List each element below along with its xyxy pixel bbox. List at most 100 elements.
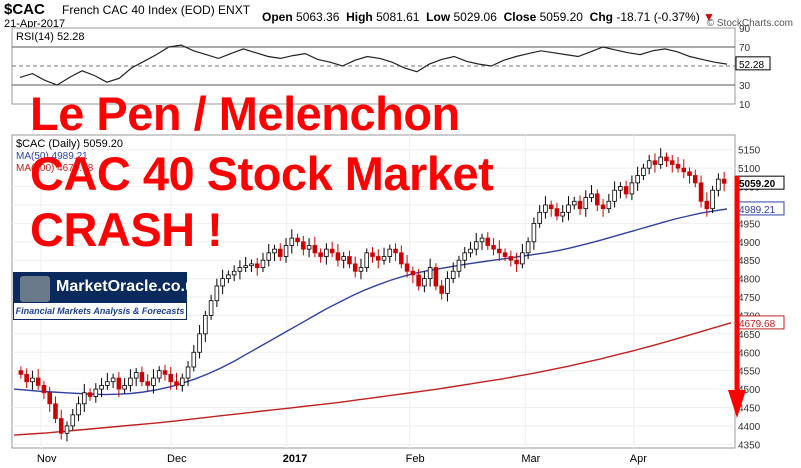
candle-body (231, 270, 237, 276)
candle-body (64, 425, 70, 434)
candle-body (329, 248, 335, 254)
candle-body (416, 274, 421, 287)
price-tick-label: 4450 (738, 403, 761, 414)
rsi-value-tag (735, 56, 771, 71)
candle-body (669, 160, 675, 165)
candle-body (122, 384, 127, 390)
candle-body (629, 182, 635, 195)
candle-body (277, 248, 283, 257)
candle-body (399, 252, 404, 265)
price-tick-label: 5150 (738, 146, 761, 157)
price-tag-text: 5059.20 (739, 179, 776, 190)
candle-body (571, 200, 577, 206)
candle-body (410, 270, 416, 276)
candle-body (560, 211, 566, 217)
candle-body (145, 381, 150, 386)
candle-body (445, 278, 450, 294)
candle-body (301, 241, 306, 250)
candle-body (76, 403, 81, 416)
candle-body (658, 156, 663, 165)
candle-body (168, 373, 174, 383)
candle-body (508, 256, 514, 261)
candle-body (35, 377, 41, 386)
thinker-icon (20, 276, 50, 302)
candle-body (105, 381, 110, 386)
price-tick-label: 4650 (738, 330, 761, 341)
index-name: French CAC 40 Index (EOD) ENXT (62, 3, 251, 17)
candle-body (698, 182, 704, 202)
price-tick-label: 4950 (738, 219, 761, 230)
candle-body (162, 370, 168, 375)
candle-body (618, 186, 623, 191)
candle-body (272, 248, 277, 254)
candle-body (364, 252, 370, 268)
high-value: 5081.61 (376, 10, 420, 24)
candle-body (664, 156, 669, 162)
candle-body (341, 256, 346, 261)
candle-body (375, 256, 381, 261)
candle-body (139, 372, 145, 383)
price-tick-label: 4350 (738, 440, 761, 451)
candle-body (347, 256, 352, 265)
candle-body (99, 384, 104, 390)
candle-body (254, 263, 260, 268)
candle-body (716, 178, 721, 191)
legend-entry: MA(200) 4679.68 (16, 163, 94, 174)
open-value: 5063.36 (296, 10, 340, 24)
price-tick-label: 4750 (738, 293, 761, 304)
close-value: 5059.20 (539, 10, 583, 24)
candle-body (174, 381, 179, 386)
candle-body (479, 237, 485, 243)
candle-body (266, 252, 272, 261)
candle-body (289, 237, 295, 246)
open-label: Open (262, 10, 293, 24)
candle-body (612, 189, 617, 202)
candle-body (548, 204, 554, 210)
candle-body (675, 164, 681, 169)
candle-body (577, 200, 583, 210)
candle-body (283, 245, 289, 257)
candle-body (128, 377, 133, 386)
candle-body (179, 377, 185, 386)
down-arrow-icon: ▼ (703, 10, 715, 24)
candle-body (133, 372, 139, 379)
price-tick-label: 4400 (738, 422, 761, 433)
candle-body (47, 392, 52, 405)
candle-body (203, 315, 208, 335)
candle-body (243, 265, 248, 268)
candle-body (156, 370, 162, 379)
candle-body (566, 204, 571, 213)
candle-body (646, 160, 652, 169)
candle-body (393, 248, 398, 254)
candle-body (531, 222, 537, 243)
chg-value: -18.71 (-0.37%) (616, 10, 700, 24)
candle-body (600, 204, 606, 210)
candle-body (623, 186, 629, 195)
candle-body (462, 252, 468, 261)
marketoracle-logo: MarketOracle.co.uk Financial Markets Ana… (13, 272, 204, 320)
candle-body (652, 160, 658, 165)
candle-body (324, 248, 329, 257)
quote-date: 21-Apr-2017 (4, 18, 66, 30)
candle-body (473, 241, 479, 250)
logo-title: MarketOracle.co.uk (56, 278, 204, 295)
rsi-tick-label: 10 (739, 100, 751, 111)
symbol: $CAC (4, 1, 45, 18)
candle-body (358, 267, 364, 272)
price-tick-label: 4600 (738, 348, 761, 359)
price-tick-label: 4850 (738, 256, 761, 267)
price-tick-label: 5100 (738, 164, 761, 175)
candle-body (635, 175, 640, 184)
x-tick-label: 2017 (283, 453, 307, 465)
headline-line1: Le Pen / Melenchon (30, 87, 460, 140)
rsi-value-text: 52.28 (739, 60, 764, 71)
candle-body (335, 252, 341, 261)
rsi-line (19, 44, 728, 86)
candle-body (404, 263, 410, 272)
candle-body (485, 237, 491, 246)
rsi-tick-label: 90 (739, 24, 751, 35)
low-label: Low (426, 10, 451, 24)
candle-body (450, 270, 456, 280)
price-title: $CAC (Daily) 5059.20 (16, 138, 123, 150)
